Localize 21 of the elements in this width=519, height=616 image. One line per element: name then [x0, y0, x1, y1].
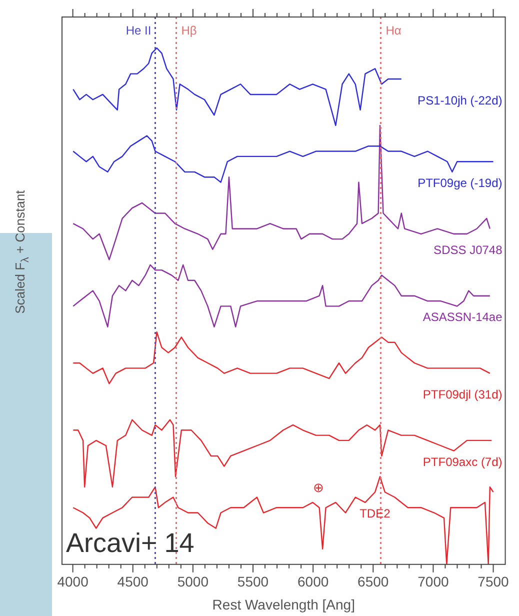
series-label: SDSS J0748: [434, 243, 503, 258]
x-tick-label: 5000: [177, 574, 209, 590]
annotation: Arcavi+ 14: [66, 528, 194, 559]
series-label: PS1-10jh (-22d): [418, 93, 502, 108]
series-label: PTF09ge (-19d): [418, 176, 502, 190]
x-tick-label: 7500: [478, 574, 510, 590]
x-axis-title: Rest Wavelength [Ang]: [212, 596, 355, 612]
annotation: ⊕: [313, 480, 324, 495]
series-label: PTF09axc (7d): [422, 454, 502, 469]
series-label: PTF09djl (31d): [422, 388, 502, 402]
series-label: TDE2: [360, 506, 391, 520]
x-tick-label: 6500: [358, 574, 389, 590]
x-tick-label: 5500: [237, 574, 269, 590]
x-tick-label: 4500: [117, 574, 149, 590]
ref-line-label: Hα: [386, 23, 402, 38]
ref-line-label: Hβ: [181, 23, 197, 38]
x-tick-label: 4000: [57, 574, 89, 590]
x-tick-label: 7000: [418, 574, 449, 590]
x-tick-label: 6000: [297, 574, 329, 590]
series-label: ASASSN-14ae: [422, 310, 503, 324]
ref-line-label: He II: [126, 23, 152, 38]
